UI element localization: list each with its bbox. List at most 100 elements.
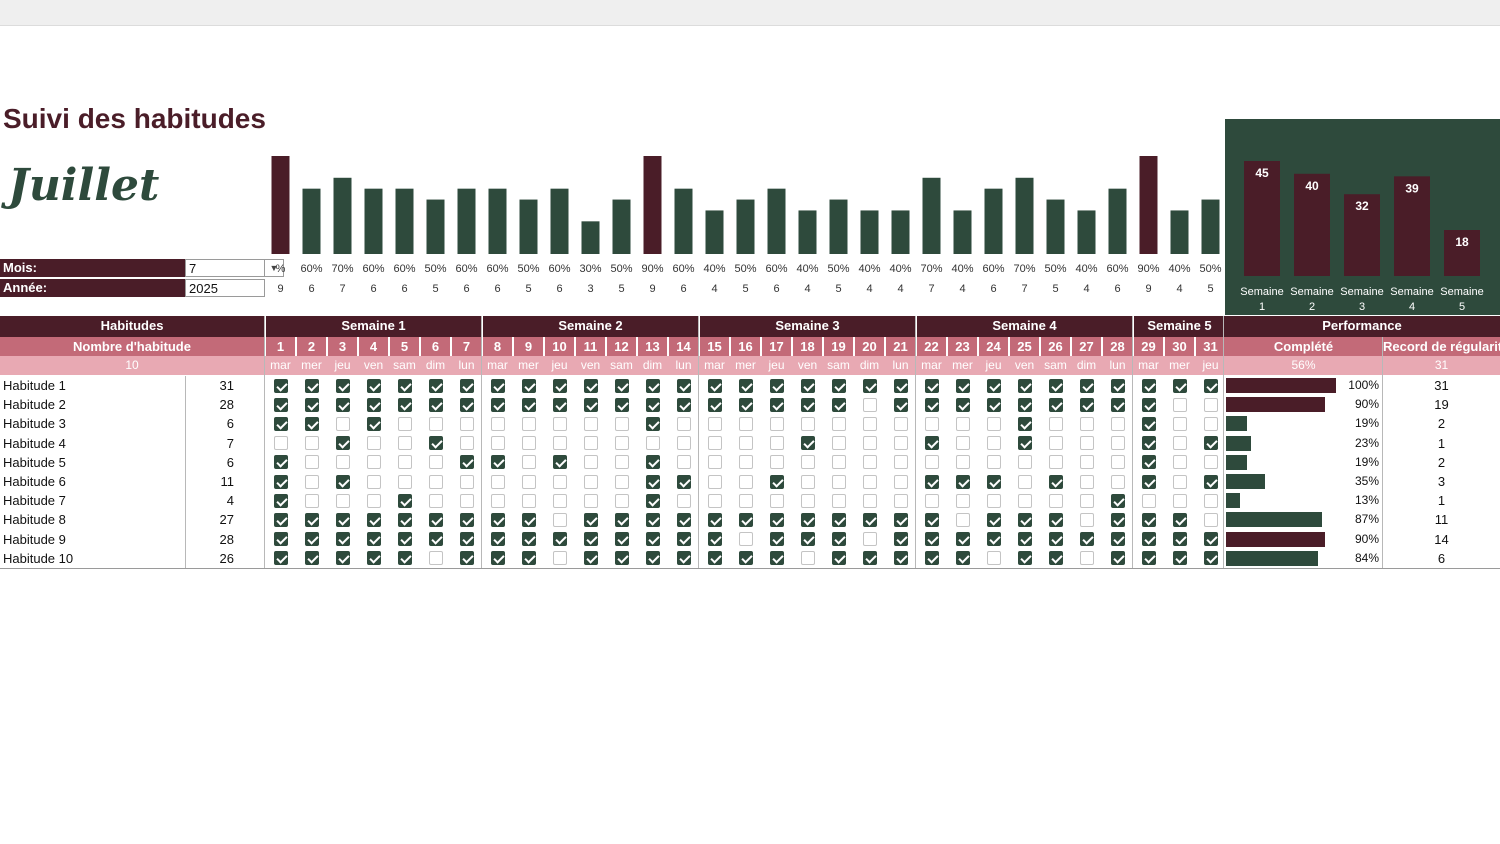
checkbox-icon[interactable] <box>366 416 381 431</box>
checkbox-icon[interactable] <box>1079 493 1094 508</box>
checkbox-icon[interactable] <box>769 512 784 527</box>
checkbox-icon[interactable] <box>583 512 598 527</box>
checkbox-icon[interactable] <box>893 416 908 431</box>
checkbox-icon[interactable] <box>831 532 846 547</box>
checkbox-icon[interactable] <box>304 493 319 508</box>
checkbox-icon[interactable] <box>614 455 629 470</box>
checkbox-icon[interactable] <box>490 436 505 451</box>
checkbox-icon[interactable] <box>800 493 815 508</box>
checkbox-icon[interactable] <box>645 455 660 470</box>
checkbox-icon[interactable] <box>924 532 939 547</box>
checkbox-icon[interactable] <box>676 493 691 508</box>
checkbox-icon[interactable] <box>273 493 288 508</box>
checkbox-icon[interactable] <box>1110 512 1125 527</box>
checkbox-icon[interactable] <box>583 436 598 451</box>
checkbox-icon[interactable] <box>1172 474 1187 489</box>
checkbox-icon[interactable] <box>614 493 629 508</box>
checkbox-icon[interactable] <box>924 378 939 393</box>
checkbox-icon[interactable] <box>769 551 784 566</box>
checkbox-icon[interactable] <box>676 416 691 431</box>
checkbox-icon[interactable] <box>1110 532 1125 547</box>
checkbox-icon[interactable] <box>521 436 536 451</box>
checkbox-icon[interactable] <box>1079 436 1094 451</box>
checkbox-icon[interactable] <box>459 512 474 527</box>
checkbox-icon[interactable] <box>1141 416 1156 431</box>
checkbox-icon[interactable] <box>428 416 443 431</box>
checkbox-icon[interactable] <box>645 474 660 489</box>
checkbox-icon[interactable] <box>707 378 722 393</box>
checkbox-icon[interactable] <box>552 397 567 412</box>
checkbox-icon[interactable] <box>335 378 350 393</box>
checkbox-icon[interactable] <box>924 512 939 527</box>
checkbox-icon[interactable] <box>955 551 970 566</box>
checkbox-icon[interactable] <box>459 378 474 393</box>
checkbox-icon[interactable] <box>1048 493 1063 508</box>
checkbox-icon[interactable] <box>955 378 970 393</box>
checkbox-icon[interactable] <box>428 455 443 470</box>
checkbox-icon[interactable] <box>273 416 288 431</box>
checkbox-icon[interactable] <box>645 551 660 566</box>
checkbox-icon[interactable] <box>645 397 660 412</box>
checkbox-icon[interactable] <box>1203 455 1218 470</box>
checkbox-icon[interactable] <box>1079 397 1094 412</box>
checkbox-icon[interactable] <box>1172 512 1187 527</box>
checkbox-icon[interactable] <box>304 551 319 566</box>
checkbox-icon[interactable] <box>1203 512 1218 527</box>
checkbox-icon[interactable] <box>397 474 412 489</box>
checkbox-icon[interactable] <box>273 532 288 547</box>
checkbox-icon[interactable] <box>1048 378 1063 393</box>
annee-input[interactable]: 2025 <box>185 279 265 297</box>
checkbox-icon[interactable] <box>459 397 474 412</box>
checkbox-icon[interactable] <box>490 493 505 508</box>
checkbox-icon[interactable] <box>552 455 567 470</box>
checkbox-icon[interactable] <box>1110 493 1125 508</box>
checkbox-icon[interactable] <box>521 378 536 393</box>
checkbox-icon[interactable] <box>552 551 567 566</box>
checkbox-icon[interactable] <box>707 512 722 527</box>
checkbox-icon[interactable] <box>831 397 846 412</box>
checkbox-icon[interactable] <box>924 455 939 470</box>
checkbox-icon[interactable] <box>893 378 908 393</box>
checkbox-icon[interactable] <box>366 512 381 527</box>
checkbox-icon[interactable] <box>366 532 381 547</box>
checkbox-icon[interactable] <box>428 436 443 451</box>
checkbox-icon[interactable] <box>304 378 319 393</box>
checkbox-icon[interactable] <box>459 455 474 470</box>
checkbox-icon[interactable] <box>831 512 846 527</box>
checkbox-icon[interactable] <box>1079 551 1094 566</box>
checkbox-icon[interactable] <box>986 532 1001 547</box>
checkbox-icon[interactable] <box>1079 474 1094 489</box>
checkbox-icon[interactable] <box>1141 455 1156 470</box>
checkbox-icon[interactable] <box>1172 397 1187 412</box>
checkbox-icon[interactable] <box>893 436 908 451</box>
checkbox-icon[interactable] <box>366 455 381 470</box>
checkbox-icon[interactable] <box>924 551 939 566</box>
checkbox-icon[interactable] <box>769 532 784 547</box>
checkbox-icon[interactable] <box>1203 474 1218 489</box>
checkbox-icon[interactable] <box>1203 493 1218 508</box>
checkbox-icon[interactable] <box>707 493 722 508</box>
checkbox-icon[interactable] <box>676 551 691 566</box>
checkbox-icon[interactable] <box>1203 436 1218 451</box>
checkbox-icon[interactable] <box>521 474 536 489</box>
checkbox-icon[interactable] <box>428 512 443 527</box>
checkbox-icon[interactable] <box>614 474 629 489</box>
checkbox-icon[interactable] <box>583 532 598 547</box>
checkbox-icon[interactable] <box>366 551 381 566</box>
checkbox-icon[interactable] <box>738 436 753 451</box>
checkbox-icon[interactable] <box>986 455 1001 470</box>
checkbox-icon[interactable] <box>1141 493 1156 508</box>
checkbox-icon[interactable] <box>738 455 753 470</box>
checkbox-icon[interactable] <box>707 551 722 566</box>
checkbox-icon[interactable] <box>769 436 784 451</box>
checkbox-icon[interactable] <box>397 455 412 470</box>
checkbox-icon[interactable] <box>490 416 505 431</box>
checkbox-icon[interactable] <box>955 436 970 451</box>
checkbox-icon[interactable] <box>521 397 536 412</box>
checkbox-icon[interactable] <box>893 551 908 566</box>
checkbox-icon[interactable] <box>1203 551 1218 566</box>
checkbox-icon[interactable] <box>1141 532 1156 547</box>
checkbox-icon[interactable] <box>304 474 319 489</box>
checkbox-icon[interactable] <box>490 474 505 489</box>
checkbox-icon[interactable] <box>1079 532 1094 547</box>
